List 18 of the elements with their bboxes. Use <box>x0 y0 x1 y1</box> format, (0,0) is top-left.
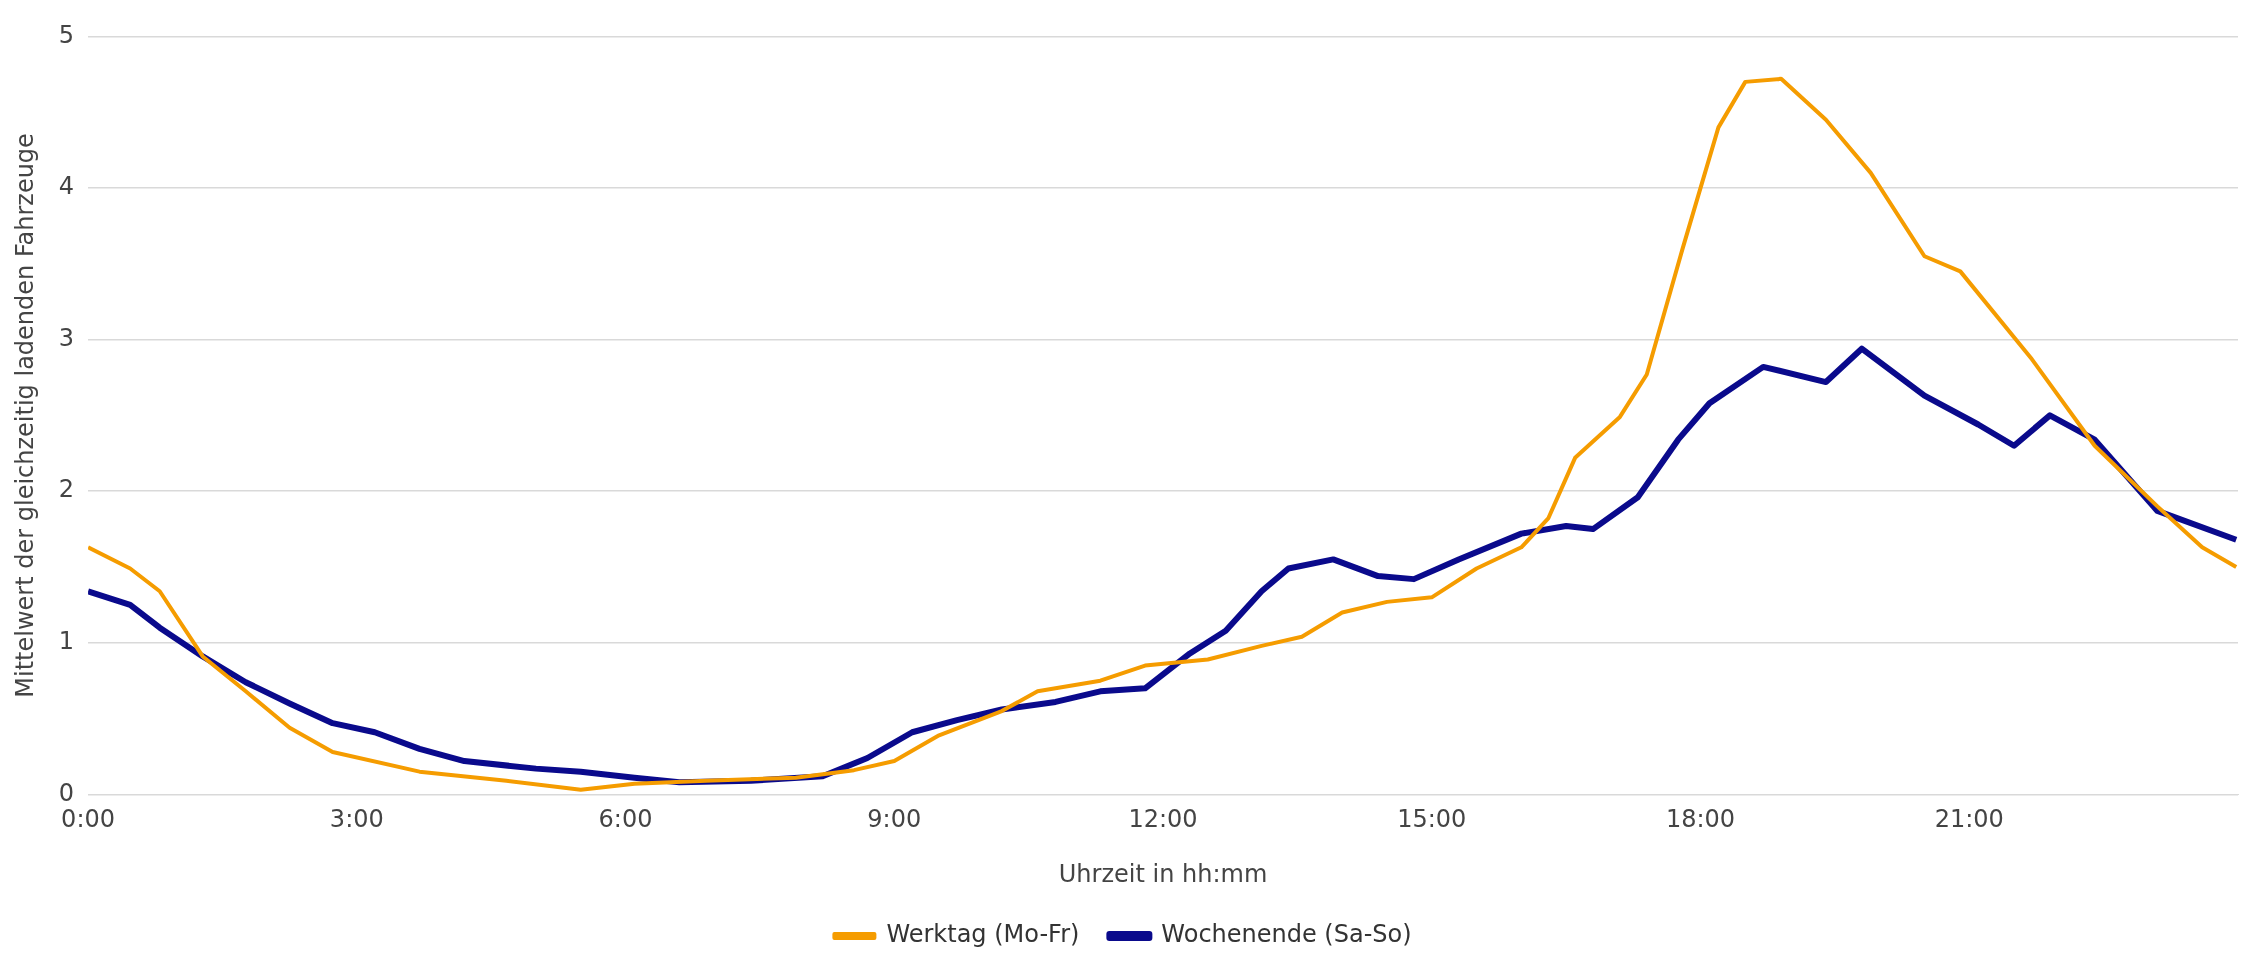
x-tick-label: 3:00 <box>329 805 384 834</box>
y-tick-label: 3 <box>58 323 75 352</box>
y-tick-label: 4 <box>58 172 75 201</box>
x-axis-title: Uhrzeit in hh:mm <box>1058 859 1268 888</box>
y-tick-label: 0 <box>58 778 75 807</box>
x-tick-label: 12:00 <box>1128 805 1198 834</box>
legend-label: Werktag (Mo-Fr) <box>886 920 1080 949</box>
x-tick-label: 6:00 <box>598 805 653 834</box>
y-tick-label: 5 <box>58 20 75 49</box>
x-tick-label: 0:00 <box>61 805 116 834</box>
x-tick-label: 18:00 <box>1665 805 1736 834</box>
legend-label: Wochenende (Sa-So) <box>1161 920 1412 949</box>
y-axis-title: Mittelwert der gleichzeitig ladenden Fahrzeuge <box>10 133 39 698</box>
y-tick-label: 2 <box>58 475 75 504</box>
x-tick-label: 15:00 <box>1397 805 1467 834</box>
y-tick-label: 1 <box>58 627 75 656</box>
x-tick-label: 9:00 <box>867 805 922 834</box>
x-tick-label: 21:00 <box>1934 805 2004 834</box>
